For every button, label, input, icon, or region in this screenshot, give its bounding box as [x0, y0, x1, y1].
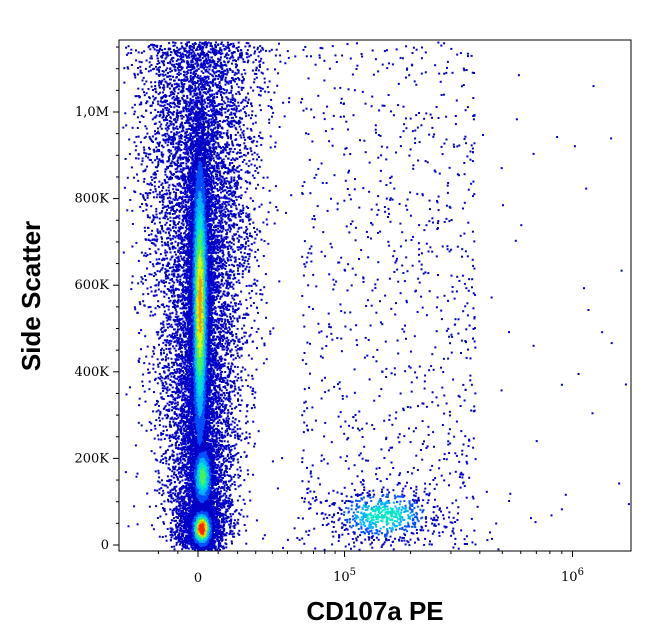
data-point — [221, 545, 223, 548]
data-point — [189, 516, 192, 519]
data-point — [225, 543, 228, 546]
data-point — [180, 524, 183, 527]
data-point — [169, 508, 172, 511]
data-point — [233, 535, 236, 538]
data-point — [212, 505, 215, 508]
data-point — [214, 548, 217, 551]
data-point — [187, 542, 189, 545]
data-point — [218, 524, 221, 527]
data-point — [181, 487, 184, 490]
data-point — [164, 535, 167, 538]
data-point — [190, 546, 193, 549]
data-point — [220, 526, 223, 529]
data-point — [231, 542, 233, 545]
data-point — [224, 538, 227, 541]
data-point — [180, 504, 183, 507]
data-point — [228, 502, 230, 505]
data-point — [225, 546, 228, 549]
data-point — [229, 522, 232, 525]
data-point — [173, 545, 176, 548]
data-point — [225, 532, 228, 534]
data-point — [222, 516, 225, 519]
data-point — [223, 547, 226, 550]
data-point — [207, 508, 210, 511]
data-point — [188, 479, 191, 482]
data-point — [225, 490, 228, 493]
data-point — [175, 526, 178, 529]
data-point — [175, 525, 178, 528]
data-point — [184, 544, 187, 546]
data-point — [192, 544, 195, 547]
data-point — [214, 509, 217, 512]
data-point — [217, 518, 220, 521]
data-points — [122, 41, 630, 551]
data-point — [231, 533, 234, 536]
data-point — [214, 540, 217, 543]
data-point — [182, 542, 184, 545]
data-point — [175, 541, 178, 544]
data-point — [186, 546, 189, 549]
data-point — [170, 545, 173, 548]
data-point — [193, 548, 196, 551]
data-point — [214, 516, 217, 519]
data-point — [183, 546, 186, 549]
data-point — [185, 547, 188, 550]
data-point — [219, 544, 222, 547]
data-point — [186, 545, 189, 548]
data-point — [181, 548, 184, 551]
data-point — [176, 500, 179, 503]
data-point — [218, 543, 221, 546]
data-point — [187, 547, 190, 550]
data-point — [222, 545, 225, 548]
data-point — [218, 515, 221, 518]
data-point — [193, 545, 196, 548]
data-point — [191, 480, 194, 482]
